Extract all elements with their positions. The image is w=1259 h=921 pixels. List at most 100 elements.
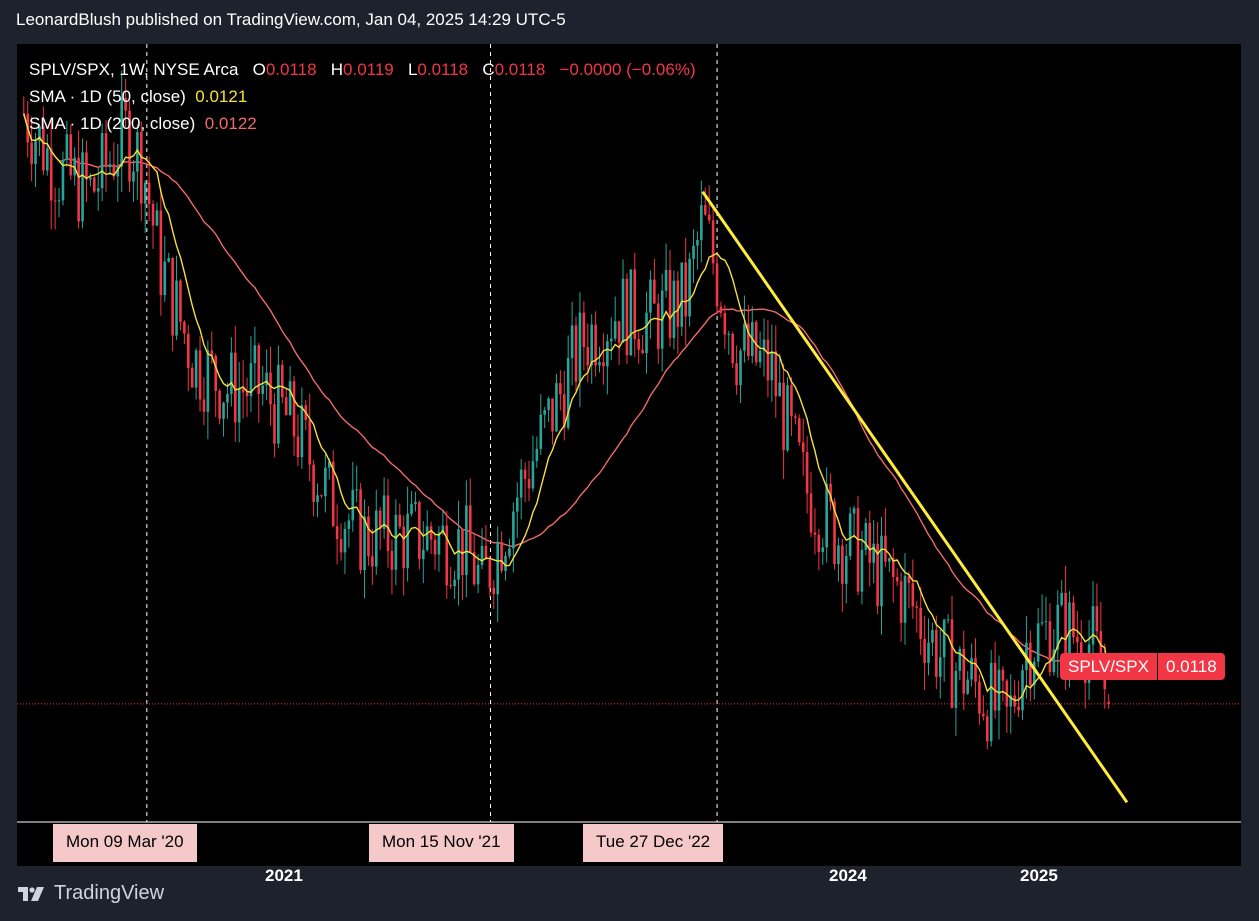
candle-body [727,333,731,335]
candle-body [476,564,480,585]
candle-body [484,545,488,560]
candle-body [731,333,734,364]
candle-body [672,280,676,338]
candle-body [958,648,962,671]
candle-body [394,514,398,570]
candle-body [1009,695,1013,707]
candle-body [617,321,621,343]
candle-body [833,501,836,565]
price-tag-value: 0.0118 [1156,653,1225,680]
candle-body [778,382,781,397]
candle-body [42,126,45,171]
candle-body [946,619,950,621]
candle-body [186,333,190,368]
candle-body [684,262,687,317]
candle-body [488,559,492,588]
legend-low-label: L [407,60,418,79]
candle-body [335,526,339,540]
candle-body [743,323,746,351]
candle-body [472,552,476,585]
candle-body [398,514,402,527]
candle-body [92,177,96,192]
candle-body [257,345,261,394]
sma200-line [23,113,1109,667]
candle-body [363,516,366,571]
candle-body [931,630,934,643]
candle-body [167,257,171,262]
candle-body [895,577,899,582]
candle-body [367,516,370,557]
candle-body [602,362,605,367]
candle-body [735,363,738,386]
x-label-2021: 2021 [265,866,303,885]
candle-body [327,461,331,468]
price-tag-symbol: SPLV/SPX [1060,653,1157,680]
candle-body [551,398,554,432]
candle-body [253,345,257,364]
candle-body [218,390,221,419]
candle-body [911,583,915,607]
candle-body [202,399,206,412]
candle-body [570,325,574,359]
candle-body [555,383,558,432]
candle-body [1001,669,1005,681]
candle-body [241,388,245,393]
candle-body [519,469,523,498]
candle-body [1068,602,1071,665]
legend-sma50-row[interactable]: SMA · 1D (50, close) 0.0121 [29,83,696,110]
legend-close-value: 0.0118 [494,60,546,79]
candle-body [535,448,539,462]
candle-body [308,420,311,465]
candle-body [69,134,73,176]
candle-body [747,323,750,356]
candle-body [171,257,174,336]
candle-body [296,436,300,458]
candle-body [273,404,276,444]
candle-body [993,663,997,711]
candle-body [504,555,507,571]
candle-body [794,416,797,419]
candle-body [280,364,284,398]
candle-body [543,410,546,415]
candle-body [1044,621,1048,623]
candle-body [183,321,186,334]
candle-body [414,501,417,505]
candle-body [574,325,578,382]
candle-body [194,350,198,388]
candle-body [437,532,441,555]
candle-body [1032,661,1036,686]
candle-body [700,205,703,241]
candle-body [159,210,163,296]
candle-body [825,483,828,548]
legend-high-label: H [330,60,344,79]
candle-body [57,200,61,202]
candle-body [559,383,562,395]
candle-body [950,619,954,708]
candle-body [782,382,785,451]
candle-body [942,619,946,658]
candle-body [1060,592,1063,605]
legend-symbol: SPLV/SPX, 1W, NYSE Arca [29,60,239,79]
candle-body [523,469,527,479]
candle-body [378,510,382,529]
candle-body [453,579,456,587]
x-label-2025: 2025 [1020,866,1058,885]
candle-body [629,269,633,356]
candle-body [81,152,84,222]
legend-sma200-row[interactable]: SMA · 1D (200, close) 0.0122 [29,110,696,137]
candle-body [590,324,593,366]
legend-open-label: O [252,60,266,79]
candle-body [715,263,719,307]
chart-panel[interactable]: SPLV/SPX, 1W, NYSE Arca O0.0118 H0.0119 … [17,44,1241,885]
candle-body [653,279,656,304]
price-chart[interactable] [17,44,1241,866]
tradingview-logo[interactable]: TradingView [18,882,164,905]
candle-body [539,414,543,449]
candle-body [155,210,159,226]
candle-body [128,110,131,182]
candle-body [927,642,930,663]
candle-body [609,338,613,342]
trendline[interactable] [701,190,1129,804]
candle-body [492,587,496,595]
candle-body [371,556,374,567]
